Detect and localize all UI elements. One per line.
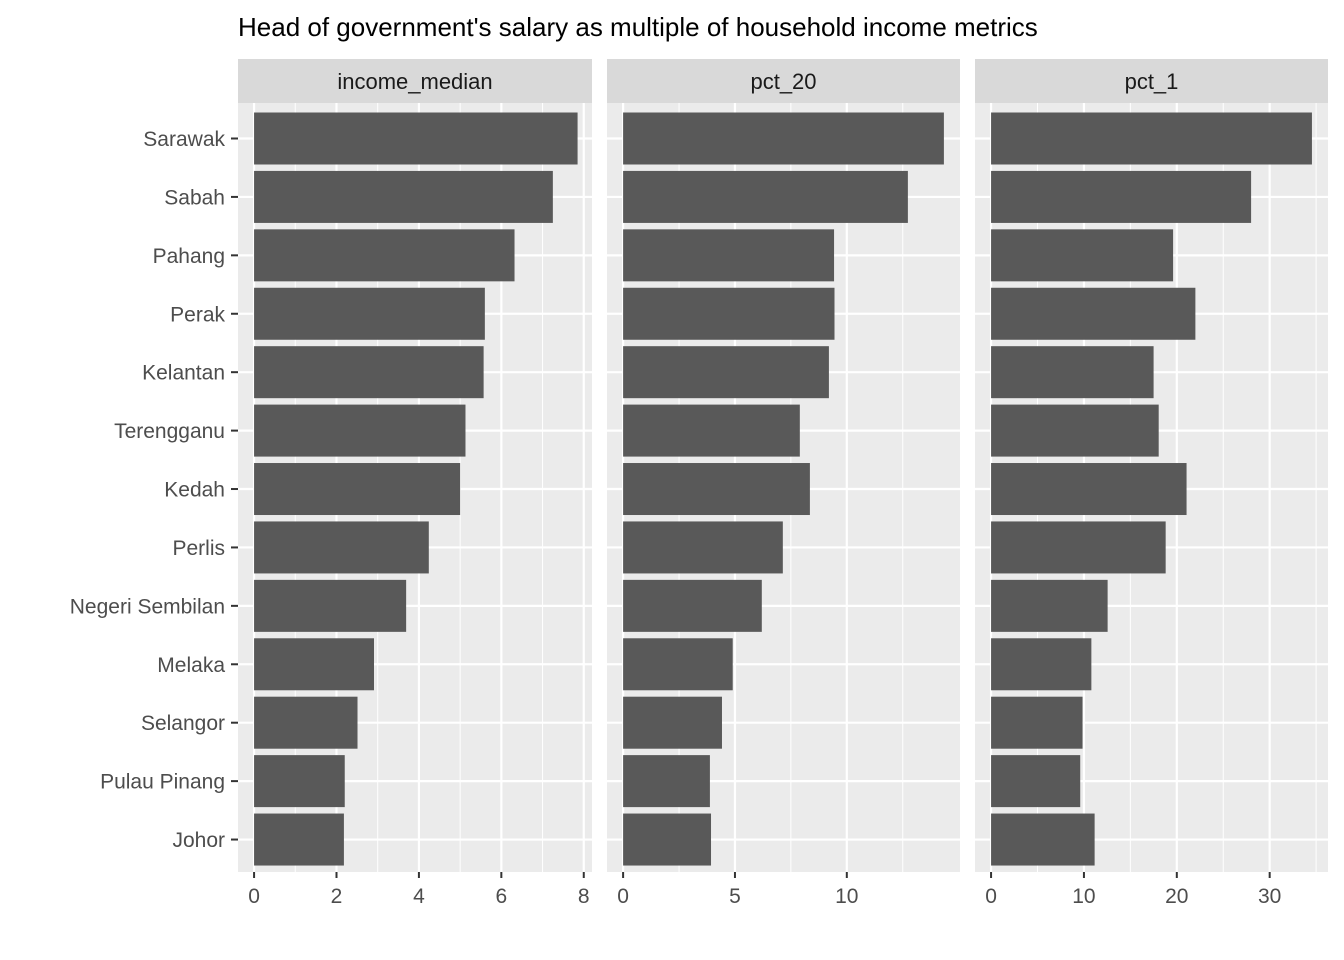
x-tick-label: 0	[617, 885, 629, 908]
facet-strip-label: pct_20	[750, 69, 816, 94]
bar	[254, 463, 461, 516]
y-tick-label: Johor	[172, 829, 225, 852]
x-tick-label: 4	[413, 885, 425, 908]
bar	[991, 813, 1095, 866]
bar	[623, 463, 810, 516]
y-tick-label: Sabah	[164, 186, 225, 209]
bar	[623, 813, 712, 866]
y-tick-label: Terengganu	[114, 420, 225, 443]
bar	[991, 521, 1166, 574]
x-tick-label: 0	[248, 885, 260, 908]
x-tick-label: 30	[1258, 885, 1281, 908]
bar	[991, 346, 1154, 399]
bar	[991, 638, 1092, 691]
bar	[623, 112, 944, 165]
bar	[991, 170, 1252, 223]
facet-strip-label: pct_1	[1125, 69, 1179, 94]
bar	[991, 112, 1312, 165]
bar	[254, 755, 345, 808]
bar	[254, 170, 553, 223]
facet-panels: income_median 0 2 4 6 8 pct_20 0 5 10 pct_1 0 10 20 30	[238, 59, 1328, 908]
y-tick-label: Negeri Sembilan	[70, 595, 225, 618]
y-tick-label: Pulau Pinang	[100, 771, 225, 794]
bar	[991, 579, 1108, 632]
x-tick-label: 8	[578, 885, 590, 908]
facet-strip	[975, 59, 1328, 103]
bar	[254, 112, 578, 165]
bar	[254, 346, 484, 399]
y-tick-label: Perak	[170, 303, 225, 326]
bar	[623, 404, 800, 457]
bar	[991, 404, 1159, 457]
bar	[991, 229, 1174, 282]
y-tick-label: Sarawak	[143, 128, 225, 151]
bar	[623, 287, 835, 340]
facet-strip-label: income_median	[337, 69, 492, 94]
bar	[254, 404, 466, 457]
bar	[254, 638, 374, 691]
bar	[623, 579, 762, 632]
y-tick-label: Pahang	[153, 245, 225, 268]
bar	[623, 638, 733, 691]
y-axis: Sarawak Sabah Pahang Perak Kelantan Terenggan…	[70, 128, 238, 852]
bar	[254, 696, 358, 749]
bar	[254, 813, 344, 866]
bar	[623, 229, 835, 282]
bar	[623, 755, 710, 808]
bar	[254, 579, 407, 632]
facet-strip	[238, 59, 592, 103]
facet-panel: pct_20 0 5 10	[607, 59, 960, 908]
facet-panel: income_median 0 2 4 6 8	[238, 59, 592, 908]
bar	[623, 346, 829, 399]
bar	[623, 170, 908, 223]
y-tick-label: Perlis	[172, 537, 225, 560]
bar	[623, 696, 722, 749]
x-tick-label: 10	[835, 885, 858, 908]
x-tick-label: 6	[495, 885, 507, 908]
bar	[254, 287, 485, 340]
facet-strip	[607, 59, 960, 103]
y-tick-label: Kelantan	[142, 362, 225, 385]
bar	[254, 229, 515, 282]
x-tick-label: 5	[729, 885, 741, 908]
y-tick-label: Melaka	[157, 654, 225, 677]
x-tick-label: 10	[1072, 885, 1095, 908]
bar	[991, 755, 1081, 808]
bar	[991, 696, 1083, 749]
x-tick-label: 20	[1165, 885, 1188, 908]
bar	[991, 287, 1196, 340]
chart-title: Head of government's salary as multiple …	[238, 12, 1038, 42]
y-tick-label: Kedah	[164, 479, 225, 502]
y-tick-label: Selangor	[141, 712, 225, 735]
bar	[623, 521, 783, 574]
facet-panel: pct_1 0 10 20 30	[975, 59, 1328, 908]
x-tick-label: 2	[331, 885, 343, 908]
bar	[991, 463, 1187, 516]
x-tick-label: 0	[985, 885, 997, 908]
bar	[254, 521, 429, 574]
